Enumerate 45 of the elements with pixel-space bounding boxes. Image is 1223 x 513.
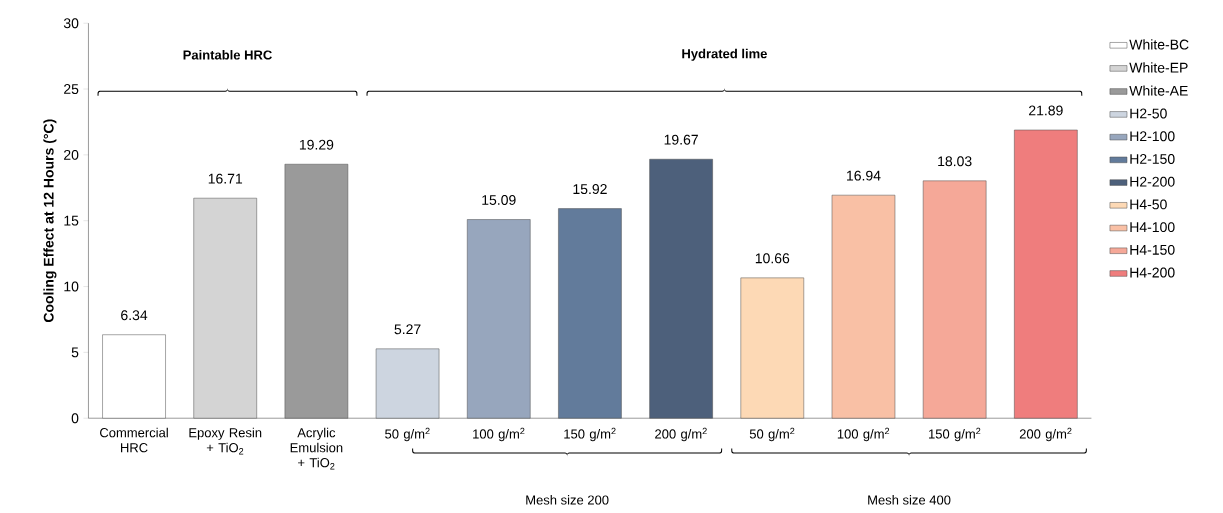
x-tick-label: 100 g/m$^{2}$ bbox=[837, 427, 890, 442]
data-label: 15.09 bbox=[482, 195, 516, 205]
x-tick-label: 200 g/m$^{2}$ bbox=[655, 427, 707, 442]
data-label: 10.66 bbox=[755, 253, 790, 264]
x-tick-label: 150 g/m$^{2}$ bbox=[564, 427, 616, 442]
y-tick-label: 10 bbox=[64, 281, 79, 292]
data-label: 5.27 bbox=[394, 324, 421, 335]
x-tick-label: Commercial HRC bbox=[100, 427, 168, 453]
legend-label: H4-150 bbox=[1130, 244, 1175, 255]
text: Mesh size 400 bbox=[868, 495, 951, 505]
x-tick-label: Acrylic Emulsion + TiO$_{2}$ bbox=[290, 427, 343, 470]
x-tick-label: 100 g/m$^{2}$ bbox=[473, 427, 525, 442]
data-label: 16.94 bbox=[847, 170, 881, 181]
annotation: Hydrated lime bbox=[682, 48, 767, 61]
y-axis-title: Cooling Effect at 12 Hours (°C) bbox=[43, 119, 57, 323]
legend-label: White-AE bbox=[1129, 85, 1188, 96]
legend-label: H4-100 bbox=[1130, 222, 1175, 233]
data-label: 21.89 bbox=[1029, 105, 1063, 116]
legend-label: H2-100 bbox=[1130, 131, 1175, 142]
legend-label: White-EP bbox=[1129, 62, 1188, 73]
legend-label: H2-50 bbox=[1130, 108, 1167, 119]
legend-label: H4-50 bbox=[1130, 199, 1167, 210]
x-tick-label: 50 g/m$^{2}$ bbox=[385, 427, 430, 442]
y-tick-label: 15 bbox=[64, 215, 79, 226]
x-tick-label: 150 g/m$^{2}$ bbox=[929, 427, 981, 442]
x-tick-label: 50 g/m$^{2}$ bbox=[749, 427, 795, 442]
legend-label: H2-150 bbox=[1130, 153, 1175, 164]
y-tick-label: 0 bbox=[71, 413, 79, 424]
y-tick-label: 30 bbox=[63, 18, 79, 29]
data-label: 15.92 bbox=[573, 184, 607, 195]
data-label: 19.29 bbox=[299, 139, 334, 150]
data-label: 6.34 bbox=[121, 310, 148, 321]
data-label: 18.03 bbox=[938, 156, 972, 167]
legend-label: H4-200 bbox=[1130, 267, 1175, 278]
data-label: 16.71 bbox=[208, 173, 243, 184]
y-tick-label: 5 bbox=[71, 347, 79, 358]
annotation: Paintable HRC bbox=[183, 50, 272, 60]
text: Mesh size 200 bbox=[526, 495, 609, 505]
y-tick-label: 20 bbox=[64, 149, 79, 160]
x-tick-label: 200 g/m$^{2}$ bbox=[1019, 427, 1072, 442]
legend-label: H2-200 bbox=[1130, 176, 1175, 187]
legend-label: White-BC bbox=[1129, 39, 1189, 50]
x-tick-label: Epoxy Resin + TiO$_{2}$ bbox=[189, 427, 262, 455]
y-tick-label: 25 bbox=[64, 84, 79, 95]
data-label: 19.67 bbox=[664, 134, 698, 145]
